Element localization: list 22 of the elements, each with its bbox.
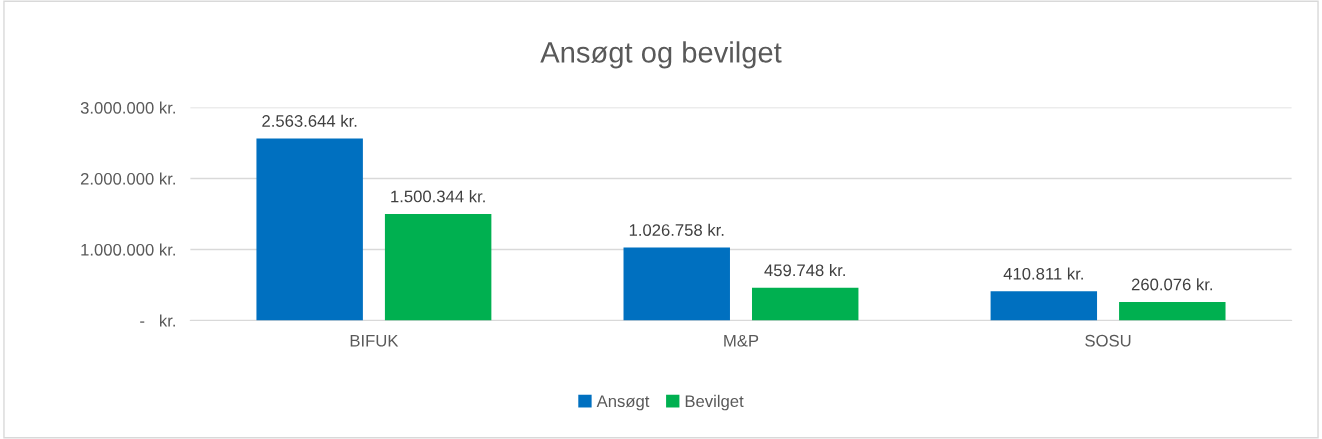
y-tick-label: 1.000.000 kr. bbox=[81, 243, 175, 256]
bar bbox=[384, 213, 492, 321]
y-tick-label: 3.000.000 kr. bbox=[80, 101, 175, 114]
y-tick-label: 2.000.000 kr. bbox=[80, 172, 175, 185]
data-label: 410.811 kr. bbox=[1003, 267, 1083, 280]
bar bbox=[990, 291, 1098, 321]
data-label: 2.563.644 kr. bbox=[262, 114, 357, 127]
chart-title: Ansøgt og bevilget bbox=[540, 41, 782, 69]
bar bbox=[751, 287, 859, 321]
data-label: 1.026.758 kr. bbox=[629, 223, 724, 236]
legend-label: Bevilget bbox=[685, 394, 744, 411]
data-label: 459.748 kr. bbox=[764, 263, 845, 277]
x-tick-label: SOSU bbox=[1085, 334, 1131, 347]
bar bbox=[256, 138, 363, 321]
bar bbox=[1119, 302, 1226, 321]
y-tick-label: - kr. bbox=[140, 314, 175, 327]
data-label: 1.500.344 kr. bbox=[391, 190, 485, 203]
x-tick-label: BIFUK bbox=[350, 334, 399, 347]
legend-label: Ansøgt bbox=[596, 395, 650, 411]
data-label: 260.076 kr. bbox=[1131, 278, 1213, 291]
bar bbox=[623, 247, 730, 321]
x-tick-label: M&P bbox=[724, 334, 759, 347]
